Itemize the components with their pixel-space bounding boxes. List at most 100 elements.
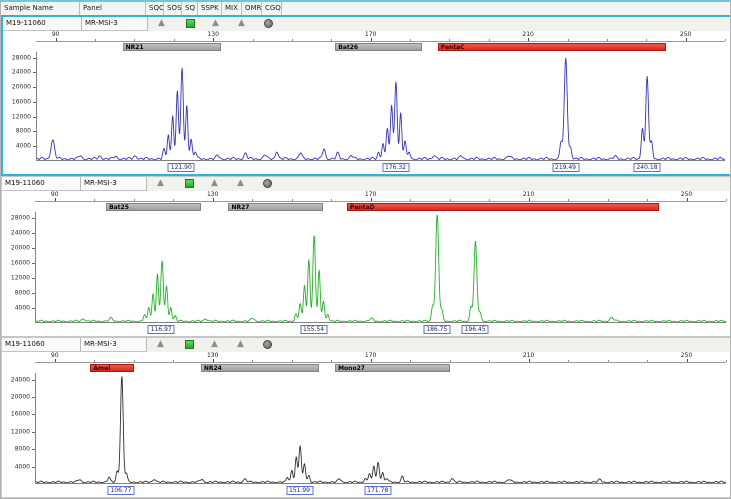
circle-icon — [264, 19, 273, 28]
x-tick-210: 210 — [523, 191, 534, 201]
marker-bar-nr21[interactable]: NR21 — [122, 43, 222, 51]
trace-chart[interactable] — [35, 373, 726, 484]
electropherogram-panel: 90 130 170 210 250 Amel NR24 Mono27 24000 20000… — [2, 352, 730, 497]
column-header-sqo[interactable]: SQO — [146, 2, 164, 15]
column-header-panel[interactable]: Panel — [80, 2, 146, 15]
peak-size-label[interactable]: 240.18 — [633, 163, 661, 172]
y-tick-label: 4000 — [14, 463, 30, 471]
x-minor-tick — [252, 360, 254, 362]
peak-size-label[interactable]: 151.99 — [286, 486, 313, 495]
quality-flags: ▲ ▲ ▲ — [148, 17, 328, 31]
x-minor-tick — [568, 360, 570, 362]
column-header-cgq[interactable]: CGQ — [262, 2, 282, 15]
peak-size-label[interactable]: 106.77 — [107, 486, 135, 495]
x-minor-tick — [489, 360, 491, 362]
marker-track: NR21 Bat26 PentaC — [36, 42, 725, 51]
x-tick-130: 130 — [207, 352, 218, 362]
marker-bar-nr27[interactable]: NR27 — [228, 203, 324, 211]
marker-bar-mono27[interactable]: Mono27 — [335, 364, 450, 372]
x-axis-ruler: 90 130 170 210 250 — [36, 31, 726, 42]
green-square-icon — [185, 340, 194, 349]
x-axis-ruler: 90 130 170 210 250 — [35, 352, 727, 363]
x-minor-tick — [94, 199, 96, 201]
marker-bar-bat26[interactable]: Bat26 — [335, 43, 422, 51]
panel-cell[interactable]: MR-MSI-3 — [82, 17, 148, 31]
x-minor-tick — [252, 39, 254, 41]
x-tick-170: 170 — [365, 31, 376, 41]
x-minor-tick — [647, 360, 649, 362]
triangle-icon: ▲ — [211, 339, 218, 349]
x-minor-tick — [133, 199, 135, 201]
circle-icon — [263, 340, 272, 349]
marker-bar-bat25[interactable]: Bat25 — [106, 203, 201, 211]
x-minor-tick — [488, 39, 490, 41]
panel-cell[interactable]: MR-MSI-3 — [81, 338, 147, 352]
marker-bar-pentac[interactable]: PentaC — [437, 43, 666, 51]
x-minor-tick — [606, 39, 608, 41]
trace-svg — [36, 373, 726, 483]
peak-size-label[interactable]: 171.78 — [364, 486, 392, 495]
quality-flags: ▲ ▲ ▲ — [147, 177, 327, 191]
x-tick-130: 130 — [207, 31, 219, 41]
y-tick-mark — [33, 57, 36, 59]
y-tick-mark — [32, 292, 35, 294]
y-tick-mark — [32, 247, 35, 249]
marker-bar-amel[interactable]: Amel — [90, 364, 134, 372]
column-header-omr[interactable]: OMR — [242, 2, 262, 15]
y-axis: 24000 20000 16000 12000 8000 4000 — [2, 373, 35, 484]
x-minor-tick — [646, 39, 648, 41]
triangle-icon: ▲ — [157, 178, 164, 188]
green-square-icon — [186, 19, 195, 28]
trace-chart[interactable] — [35, 212, 726, 323]
x-minor-tick — [173, 39, 175, 41]
y-tick-mark — [32, 217, 35, 219]
panel-cell[interactable]: MR-MSI-3 — [81, 177, 147, 191]
x-tick-90: 90 — [52, 31, 59, 41]
peak-size-label[interactable]: 219.49 — [552, 163, 579, 172]
triangle-icon: ▲ — [237, 339, 244, 349]
peak-size-label[interactable]: 121.90 — [167, 163, 195, 172]
y-tick-label: 16000 — [11, 98, 31, 106]
column-header-sample-name[interactable]: Sample Name — [1, 2, 80, 15]
y-tick-mark — [32, 232, 35, 234]
sample-name-cell[interactable]: M19-11060 — [2, 338, 81, 352]
y-tick-label: 24000 — [11, 68, 31, 76]
column-header-mix[interactable]: MIX — [222, 2, 242, 15]
x-minor-tick — [726, 360, 727, 362]
x-tick-90: 90 — [51, 191, 59, 201]
y-tick-label: 20000 — [11, 83, 31, 91]
column-header-sos[interactable]: SOS — [164, 2, 182, 15]
x-minor-tick — [568, 199, 570, 201]
trace-path — [37, 58, 725, 160]
peak-size-label[interactable]: 155.54 — [300, 325, 328, 334]
y-tick-label: 12000 — [11, 113, 31, 121]
x-minor-tick — [567, 39, 569, 41]
marker-track: Bat25 NR27 PentaD — [35, 202, 726, 211]
peak-size-label[interactable]: 196.45 — [461, 325, 489, 334]
x-minor-tick — [94, 360, 96, 362]
trace-path — [36, 377, 726, 483]
trace-path — [36, 215, 726, 321]
marker-bar-nr24[interactable]: NR24 — [200, 364, 320, 372]
trace-chart[interactable] — [36, 52, 725, 161]
peak-size-label[interactable]: 176.32 — [382, 163, 410, 172]
triangle-icon: ▲ — [157, 339, 164, 349]
sample-name-cell[interactable]: M19-11060 — [2, 177, 81, 191]
peak-size-label[interactable]: 186.75 — [423, 325, 451, 334]
y-tick-label: 8000 — [15, 127, 31, 135]
trace-svg — [36, 212, 726, 322]
y-tick-label: 20000 — [10, 393, 30, 401]
y-tick-label: 16000 — [10, 410, 30, 418]
column-header-sq[interactable]: SQ — [182, 2, 198, 15]
column-header-sspk[interactable]: SSPK — [198, 2, 222, 15]
quality-flags: ▲ ▲ ▲ — [147, 338, 327, 352]
y-tick-label: 4000 — [14, 304, 30, 312]
peak-size-label[interactable]: 116.97 — [147, 325, 175, 334]
marker-bar-pentad[interactable]: PentaD — [346, 203, 659, 211]
x-minor-tick — [173, 360, 175, 362]
y-tick-label: 28000 — [10, 214, 30, 222]
sample-name-cell[interactable]: M19-11060 — [3, 17, 82, 31]
peak-label-track: 121.90 176.32 219.49 240.18 — [36, 161, 725, 174]
y-tick-mark — [32, 379, 35, 381]
y-tick-mark — [33, 101, 36, 103]
